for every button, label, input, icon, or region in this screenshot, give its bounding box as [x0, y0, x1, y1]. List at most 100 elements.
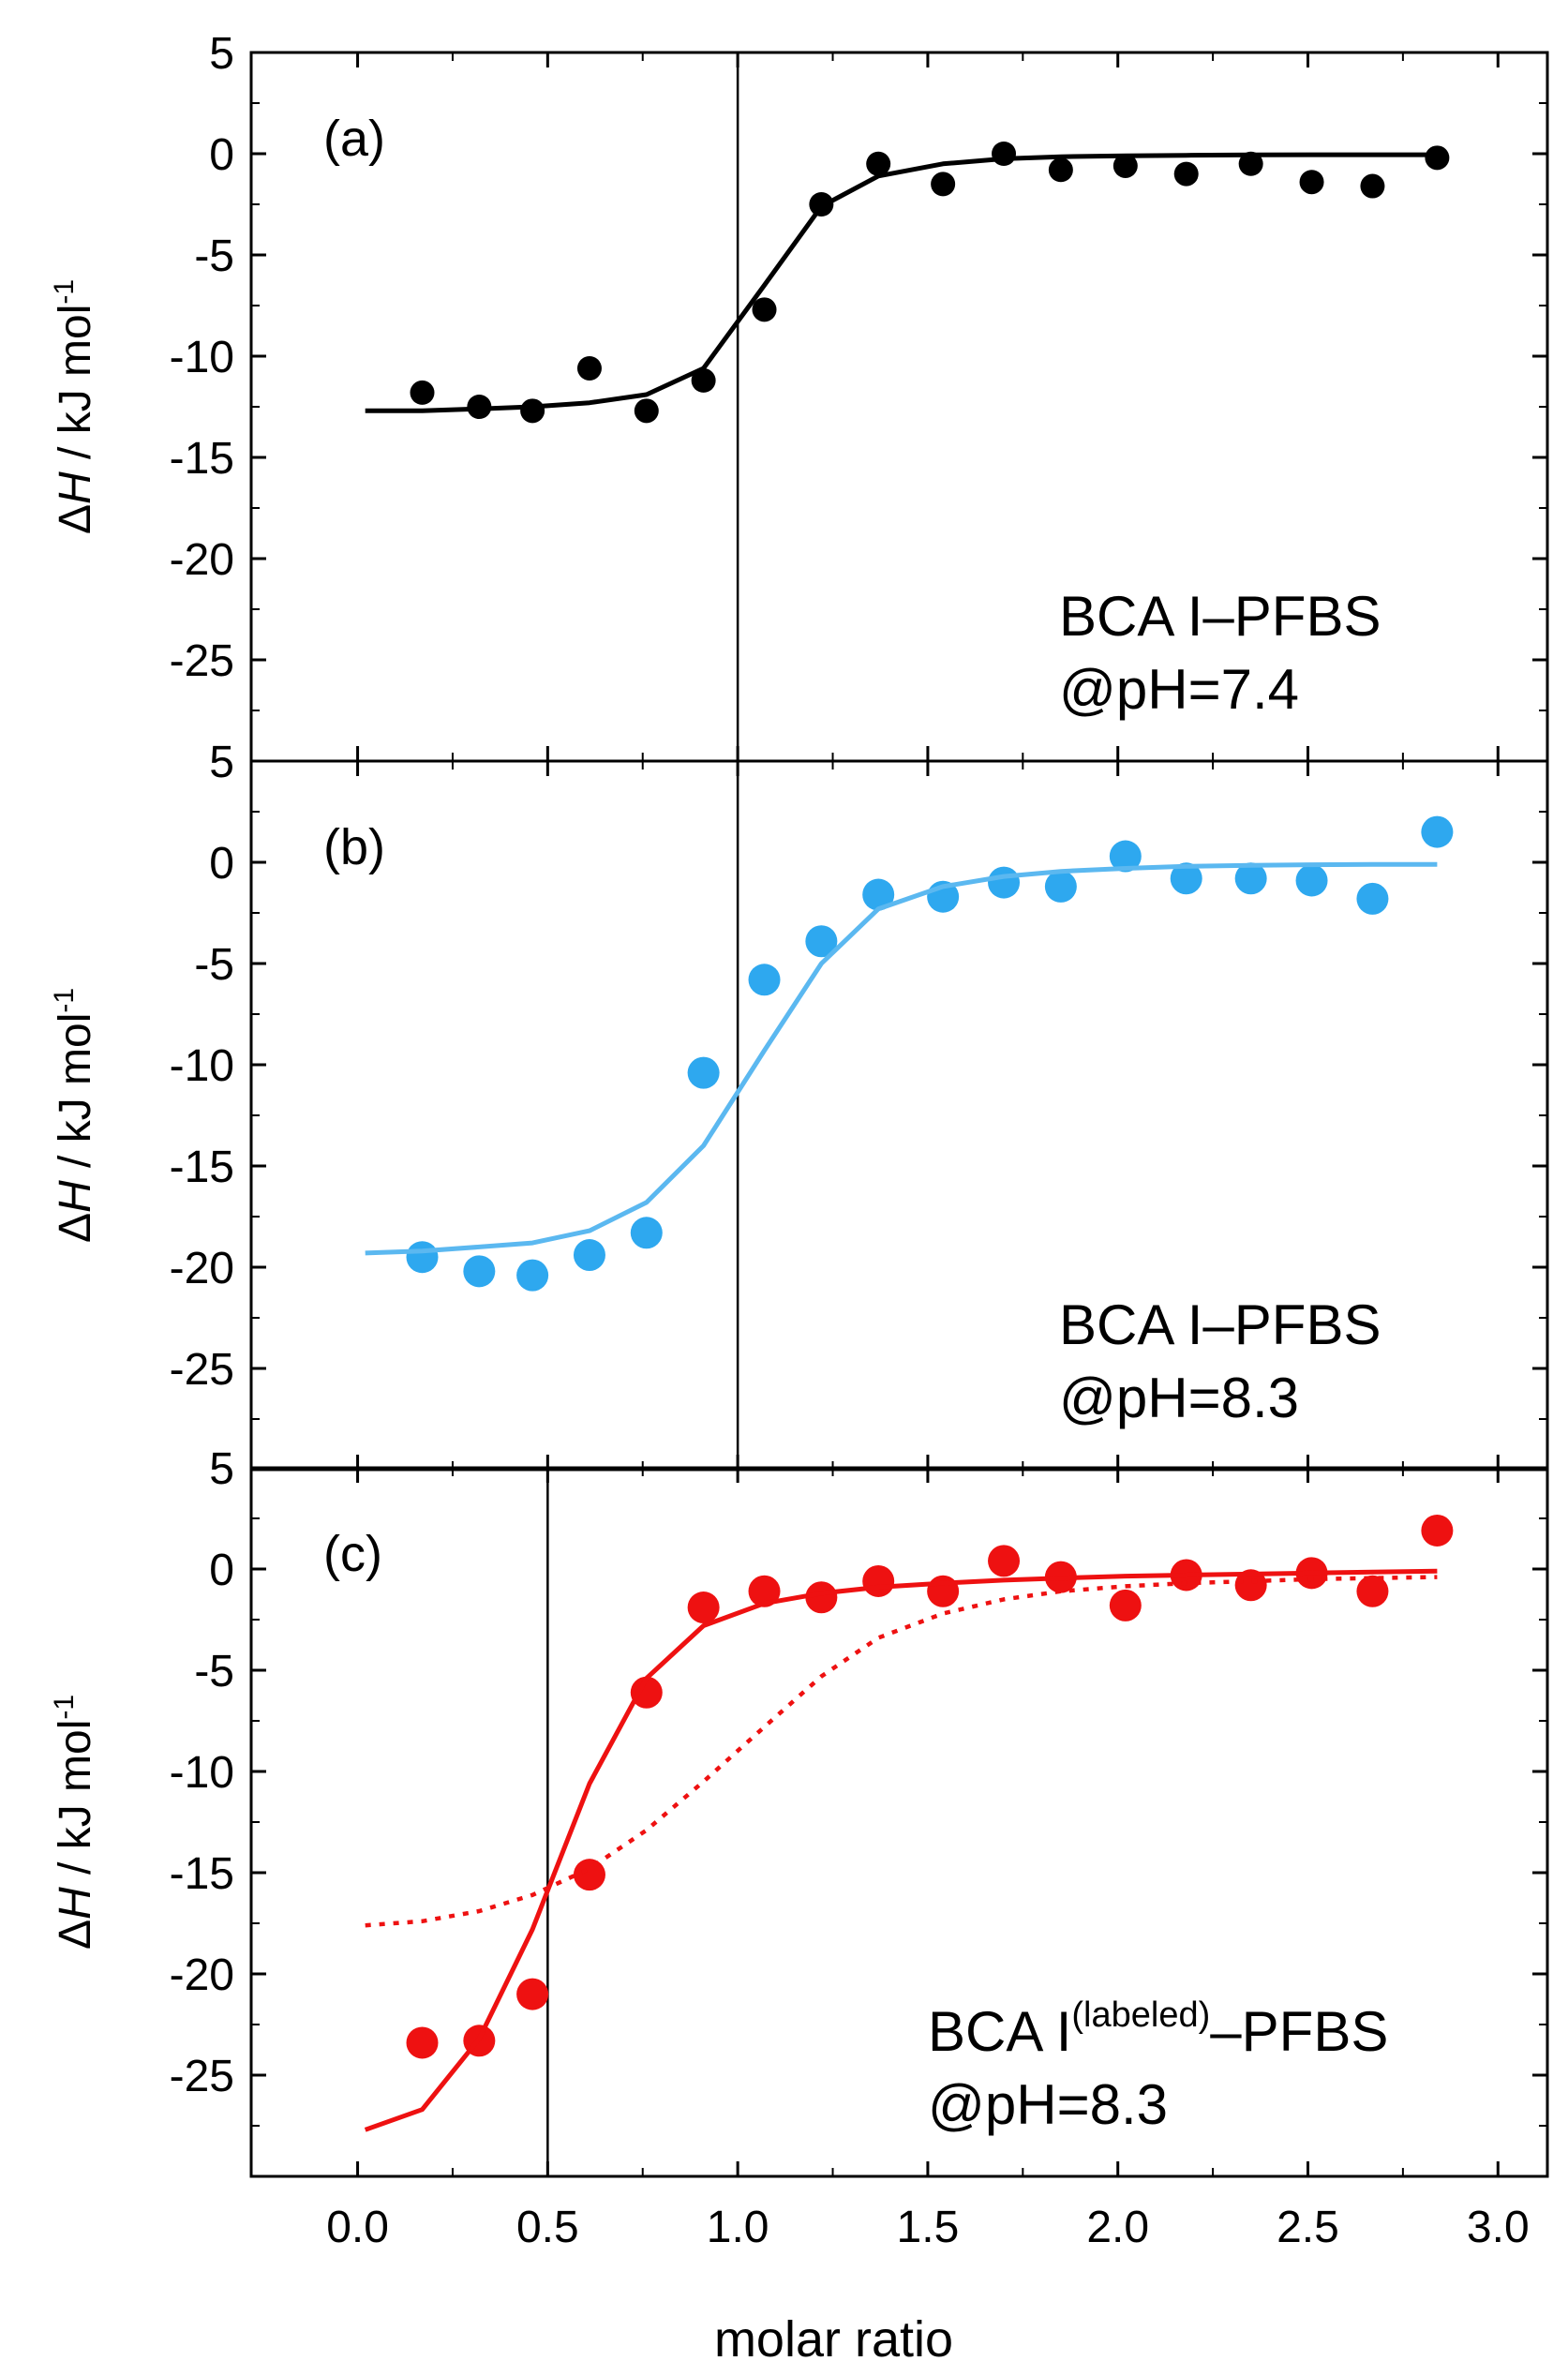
data-point — [630, 1676, 663, 1709]
y-tick-label: -25 — [170, 2052, 234, 2101]
y-tick-label: 0 — [209, 130, 234, 180]
data-point — [691, 367, 716, 393]
data-point — [748, 1575, 781, 1607]
y-axis-label-var: H — [51, 1887, 100, 1920]
annotation-superscript: (labeled) — [1071, 1995, 1210, 2035]
x-tick-label: 2.0 — [1086, 2203, 1149, 2252]
y-tick-label: -10 — [170, 333, 234, 382]
y-tick-label: 5 — [209, 738, 234, 787]
panel-c: 5 0 -5 -10 -15 -20 -25 ΔH / kJ mol-1 (c) BCA I(la… — [49, 1444, 1549, 2368]
y-tick-label: -15 — [170, 434, 234, 484]
panel-a: 5 0 -5 -10 -15 -20 -25 ΔH / kJ mol-1 (a) BCA I–PF… — [49, 29, 1549, 763]
data-point — [573, 1239, 605, 1272]
y-axis-label-var: H — [51, 1180, 100, 1213]
data-point — [805, 1581, 838, 1614]
annotation-text: BCA I–PFBS — [1059, 585, 1381, 648]
annotation-line1: BCA I–PFBS — [1059, 585, 1381, 648]
y-axis-label: ΔH / kJ mol-1 — [49, 279, 100, 534]
y-tick-label: -15 — [170, 1143, 234, 1192]
y-tick-label: -25 — [170, 636, 234, 686]
y-axis-label-delta: Δ — [51, 1213, 100, 1243]
annotation-text: BCA I — [928, 2000, 1071, 2063]
data-point — [1295, 864, 1328, 897]
y-tick-label: -10 — [170, 1041, 234, 1091]
y-tick-label: -20 — [170, 535, 234, 585]
x-tick-label: 2.5 — [1277, 2203, 1339, 2252]
y-tick-label: 5 — [209, 29, 234, 79]
data-point — [406, 2026, 439, 2059]
data-point — [805, 925, 838, 958]
y-axis-label-unit: / kJ mol — [51, 1013, 100, 1181]
y-tick-label: -5 — [194, 232, 234, 281]
data-point — [862, 878, 895, 911]
y-tick-label: -10 — [170, 1748, 234, 1798]
data-point — [752, 297, 777, 322]
data-point — [687, 1591, 720, 1624]
y-tick-label: 0 — [209, 1546, 234, 1595]
data-point — [1356, 882, 1389, 915]
fit-line — [365, 861, 1438, 1256]
data-point — [927, 1575, 960, 1607]
data-point — [634, 398, 659, 424]
data-point — [516, 1978, 549, 2010]
annotation-line1: BCA I(labeled)–PFBS — [928, 1995, 1388, 2063]
data-point — [1048, 157, 1073, 183]
annotation-line2: @pH=8.3 — [928, 2073, 1168, 2136]
data-point — [516, 1259, 549, 1292]
annotation-tail: –PFBS — [1210, 2000, 1388, 2063]
panel-b: 5 0 -5 -10 -15 -20 -25 ΔH / kJ mol-1 (b) BCA I–PF… — [49, 738, 1549, 1472]
data-point — [687, 1056, 720, 1089]
y-axis-label-exp: -1 — [49, 279, 80, 305]
x-tick-label: 3.0 — [1467, 2203, 1530, 2252]
y-axis-label-unit: / kJ mol — [51, 1720, 100, 1888]
x-tick-label: 0.5 — [516, 2203, 579, 2252]
x-tick-label: 1.5 — [897, 2203, 960, 2252]
x-tick-label: 1.0 — [707, 2203, 769, 2252]
data-point — [1173, 161, 1199, 187]
data-point — [931, 172, 956, 197]
data-point — [1044, 870, 1077, 903]
data-point — [862, 1564, 895, 1597]
panel-label: (a) — [323, 111, 385, 167]
y-axis-label-var: H — [51, 471, 100, 504]
y-tick-label: -15 — [170, 1849, 234, 1899]
data-point — [630, 1217, 663, 1249]
annotation-line2: @pH=7.4 — [1059, 658, 1299, 721]
y-tick-label: 5 — [209, 1444, 234, 1494]
data-point — [1234, 862, 1267, 895]
data-point — [1299, 170, 1324, 195]
data-point — [1113, 153, 1138, 178]
y-tick-label: -20 — [170, 1950, 234, 2000]
data-point — [1238, 151, 1263, 176]
data-point — [1421, 815, 1454, 848]
y-axis-label-delta: Δ — [51, 1920, 100, 1950]
y-tick-label: -5 — [194, 1647, 234, 1696]
data-point — [406, 1241, 439, 1274]
panel-label: (c) — [323, 1526, 382, 1582]
data-point — [463, 1255, 496, 1288]
data-point — [866, 151, 891, 176]
y-axis-label: ΔH / kJ mol-1 — [49, 988, 100, 1243]
data-point — [1109, 1589, 1142, 1621]
y-axis-label: ΔH / kJ mol-1 — [49, 1695, 100, 1950]
fit-line — [365, 152, 1438, 413]
data-point — [1360, 173, 1385, 199]
y-tick-label: 0 — [209, 839, 234, 889]
y-axis-label-exp: -1 — [49, 1695, 80, 1720]
annotation-line2: @pH=8.3 — [1059, 1367, 1299, 1429]
data-point — [1234, 1569, 1267, 1602]
data-point — [573, 1859, 605, 1891]
data-point — [1421, 1514, 1454, 1547]
data-point — [1356, 1575, 1389, 1607]
x-tick-label: 0.0 — [326, 2203, 389, 2252]
panel-frame — [249, 759, 1549, 1472]
panel-label: (b) — [323, 819, 385, 875]
data-point — [988, 1545, 1021, 1577]
y-axis-label-delta: Δ — [51, 504, 100, 534]
annotation-text: BCA I–PFBS — [1059, 1293, 1381, 1356]
y-axis-label-unit: / kJ mol — [51, 305, 100, 472]
panel-frame — [249, 51, 1549, 763]
fit-line — [364, 1568, 1438, 2132]
x-axis-label: molar ratio — [714, 2311, 953, 2368]
